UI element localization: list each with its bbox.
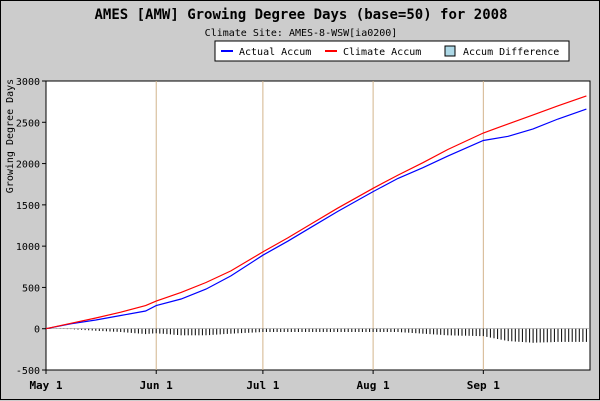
x-tick-label: Jul 1: [246, 379, 279, 392]
x-tick-label: Sep 1: [467, 379, 500, 392]
series-lines: [45, 95, 587, 330]
y-tick-label: 500: [22, 283, 40, 294]
chart-subtitle: Climate Site: AMES-8-WSW[ia0200]: [205, 28, 398, 39]
series-line-actual-accum: [45, 108, 587, 330]
legend-label: Climate Accum: [343, 47, 421, 58]
gridlines: [46, 81, 590, 370]
legend-box: [214, 40, 570, 62]
x-tick-label: May 1: [29, 379, 62, 392]
y-tick-label: 3000: [16, 77, 40, 88]
y-tick-label: 1500: [16, 201, 40, 212]
y-axis: -500 0 500 1000 1500 2000 2500 3000: [16, 77, 46, 377]
plot-area: [45, 80, 591, 371]
chart-title: AMES [AMW] Growing Degree Days (base=50)…: [94, 7, 507, 23]
y-axis-label: Growing Degree Days: [5, 79, 16, 193]
x-axis: May 1 Jun 1 Jul 1 Aug 1 Sep 1: [29, 370, 500, 392]
legend-swatch: [444, 45, 456, 57]
legend-label: Accum Difference: [463, 47, 559, 58]
y-tick-label: 2500: [16, 118, 40, 129]
y-tick-label: 0: [34, 325, 40, 336]
y-tick-label: -500: [16, 366, 40, 377]
legend: Actual Accum Climate Accum Accum Differenc…: [214, 40, 570, 62]
legend-label: Actual Accum: [239, 47, 311, 58]
difference-bars: [45, 328, 587, 343]
series-line-climate-accum: [45, 95, 587, 330]
y-tick-label: 1000: [16, 242, 40, 253]
x-tick-label: Aug 1: [357, 379, 390, 392]
y-tick-label: 2000: [16, 160, 40, 171]
x-tick-label: Jun 1: [140, 379, 173, 392]
